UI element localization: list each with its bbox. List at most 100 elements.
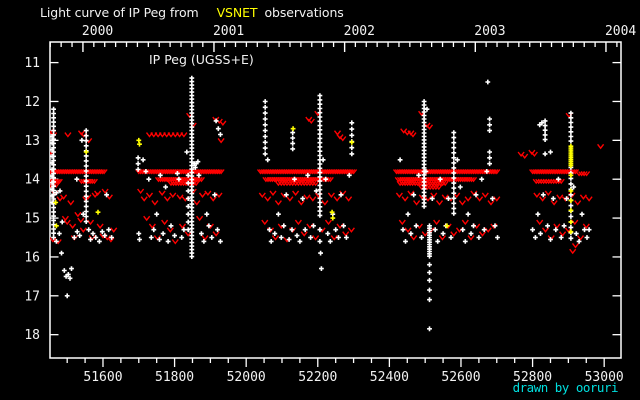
fainter-than-limit-point bbox=[491, 169, 499, 175]
fainter-than-limit-point bbox=[67, 200, 75, 206]
x-axis-tick-label: 52200 bbox=[298, 370, 337, 385]
fainter-than-limit-point bbox=[521, 153, 529, 160]
positive-observation-point bbox=[427, 277, 432, 283]
fainter-than-limit-point bbox=[545, 178, 553, 185]
fainter-than-limit-point bbox=[143, 215, 151, 222]
positive-observation-point bbox=[212, 192, 218, 198]
positive-observation-point bbox=[317, 212, 323, 218]
positive-observation-point bbox=[294, 233, 300, 239]
positive-observation-point bbox=[429, 196, 435, 202]
positive-observation-point bbox=[481, 227, 487, 233]
positive-observation-point bbox=[424, 106, 430, 112]
positive-observation-point bbox=[462, 238, 468, 244]
positive-observation-point bbox=[454, 157, 460, 163]
positive-observation-point bbox=[451, 185, 457, 191]
positive-observation-point bbox=[317, 165, 323, 171]
fainter-than-limit-point bbox=[580, 171, 588, 177]
fainter-than-limit-point bbox=[145, 192, 154, 198]
positive-observation-point bbox=[568, 181, 574, 187]
positive-observation-point bbox=[317, 93, 323, 98]
positive-observation-point bbox=[308, 235, 314, 240]
fainter-than-limit-point bbox=[436, 180, 444, 187]
fainter-than-limit-point bbox=[280, 180, 288, 187]
positive-observation-point bbox=[185, 211, 191, 217]
plot-frame bbox=[49, 41, 622, 359]
bright-special-observation-point bbox=[568, 188, 574, 194]
positive-observation-point bbox=[160, 231, 166, 237]
positive-observation-point bbox=[564, 196, 569, 202]
positive-observation-point bbox=[540, 192, 546, 198]
fainter-than-limit-point bbox=[294, 219, 302, 226]
positive-observation-point bbox=[51, 183, 56, 189]
positive-observation-point bbox=[99, 229, 105, 235]
fainter-than-limit-point bbox=[169, 180, 178, 187]
positive-observation-point bbox=[185, 196, 191, 202]
positive-observation-point bbox=[448, 235, 454, 240]
positive-observation-point bbox=[451, 210, 457, 216]
positive-observation-point bbox=[325, 231, 331, 237]
fainter-than-limit-point bbox=[297, 180, 305, 187]
positive-observation-point bbox=[83, 173, 89, 179]
positive-observation-point bbox=[83, 138, 89, 144]
positive-observation-point bbox=[568, 129, 574, 135]
positive-observation-point bbox=[423, 168, 429, 174]
fainter-than-limit-point bbox=[517, 151, 525, 158]
positive-observation-point bbox=[56, 231, 62, 237]
fainter-than-limit-point bbox=[324, 219, 333, 226]
data-points-layer bbox=[50, 75, 605, 332]
positive-observation-point bbox=[83, 219, 89, 225]
positive-observation-point bbox=[487, 122, 493, 128]
positive-observation-point bbox=[135, 161, 141, 167]
positive-observation-point bbox=[451, 180, 457, 186]
positive-observation-point bbox=[77, 233, 83, 239]
positive-observation-point bbox=[311, 223, 316, 229]
fainter-than-limit-point bbox=[171, 239, 179, 245]
positive-observation-point bbox=[487, 128, 493, 134]
object-label: IP Peg (UGSS+E) bbox=[149, 52, 254, 67]
positive-observation-point bbox=[451, 160, 457, 166]
positive-observation-point bbox=[530, 227, 535, 233]
positive-observation-point bbox=[573, 231, 579, 237]
positive-observation-point bbox=[83, 193, 89, 199]
fainter-than-limit-point bbox=[550, 178, 558, 185]
fainter-than-limit-point bbox=[312, 180, 320, 187]
fainter-than-limit-point bbox=[571, 242, 580, 249]
positive-observation-point bbox=[50, 147, 55, 153]
positive-observation-point bbox=[262, 139, 268, 145]
bright-special-observation-point bbox=[329, 209, 335, 215]
axes: 51600 51800 52000 52200 52400 52600 52800 53000… bbox=[24, 24, 636, 385]
fainter-than-limit-point bbox=[60, 194, 68, 200]
positive-observation-point bbox=[157, 237, 162, 242]
positive-observation-point bbox=[313, 188, 319, 194]
fainter-than-limit-point bbox=[180, 132, 188, 138]
positive-observation-point bbox=[437, 176, 443, 182]
fainter-than-limit-point bbox=[537, 178, 545, 185]
fainter-than-limit-point bbox=[396, 180, 404, 187]
positive-observation-point bbox=[83, 178, 89, 184]
fainter-than-limit-point bbox=[271, 235, 280, 241]
positive-observation-point bbox=[195, 159, 201, 165]
fainter-than-limit-point bbox=[458, 200, 466, 206]
positive-observation-point bbox=[427, 262, 432, 268]
positive-observation-point bbox=[61, 268, 67, 273]
bright-special-observation-point bbox=[568, 163, 574, 169]
positive-observation-point bbox=[50, 167, 55, 172]
positive-observation-point bbox=[451, 195, 457, 201]
positive-observation-point bbox=[262, 110, 268, 116]
fainter-than-limit-point bbox=[151, 200, 159, 206]
positive-observation-point bbox=[69, 266, 74, 272]
fainter-than-limit-point bbox=[63, 219, 71, 226]
positive-observation-point bbox=[451, 145, 457, 151]
fainter-than-limit-point bbox=[434, 180, 442, 187]
fainter-than-limit-point bbox=[571, 169, 580, 175]
chart-title: Light curve of IP Peg from VSNET observa… bbox=[40, 5, 344, 20]
y-axis-tick-label: 17 bbox=[24, 289, 40, 304]
x-axis-tick-label: 52800 bbox=[513, 370, 552, 385]
fainter-than-limit-point bbox=[533, 192, 541, 198]
fainter-than-limit-point bbox=[312, 235, 320, 241]
fainter-than-limit-point bbox=[74, 211, 82, 218]
fainter-than-limit-point bbox=[140, 196, 148, 202]
fainter-than-limit-point bbox=[550, 200, 558, 206]
fainter-than-limit-point bbox=[541, 227, 550, 233]
fainter-than-limit-point bbox=[297, 200, 305, 206]
